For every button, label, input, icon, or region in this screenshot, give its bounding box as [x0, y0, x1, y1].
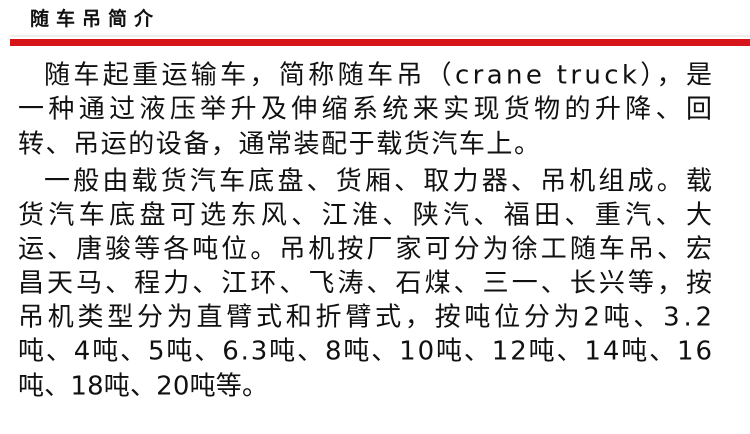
text-line: 货汽车底盘可选东风、江淮、陕汽、福田、重汽、大: [18, 201, 712, 231]
header-bar: [10, 39, 750, 46]
text-line: 吊机类型分为直臂式和折臂式，按吨位分为2吨、3.2: [18, 303, 712, 333]
header-title: 随车吊简介: [30, 7, 160, 30]
text-line: 一般由载货汽车底盘、货厢、取力器、吊机组成。载: [44, 167, 712, 197]
text-line: 一种通过液压举升及伸缩系统来实现货物的升降、回: [18, 95, 712, 125]
text-line: 吨、18吨、20吨等。: [18, 372, 268, 402]
text-line: 随车起重运输车，简称随车吊（crane truck），是: [44, 61, 712, 91]
text-line: 转、吊运的设备，通常装配于载货汽车上。: [18, 130, 540, 160]
text-line: 吨、4吨、5吨、6.3吨、8吨、10吨、12吨、14吨、16: [18, 337, 712, 367]
